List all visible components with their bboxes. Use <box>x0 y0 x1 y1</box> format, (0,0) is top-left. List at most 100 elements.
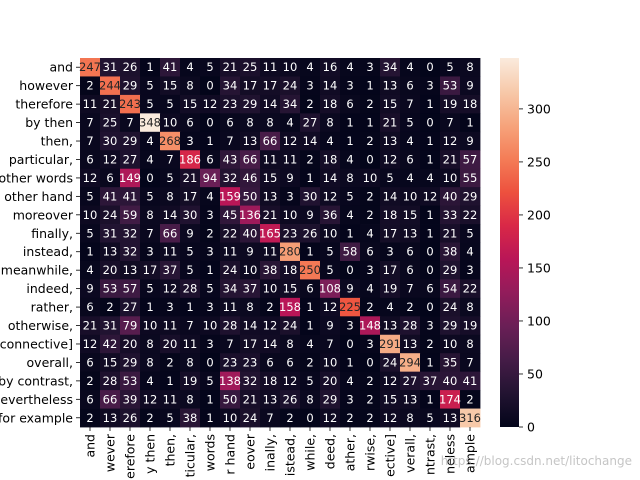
heatmap-cell <box>420 408 441 428</box>
heatmap-cell <box>400 205 421 225</box>
heatmap-cell <box>380 390 401 409</box>
heatmap-cell <box>160 150 181 170</box>
heatmap-cell <box>360 334 381 354</box>
cell-value-label: 17 <box>183 189 198 203</box>
heatmap-cell <box>300 297 321 317</box>
heatmap-cell <box>100 205 121 225</box>
cell-value-label: 8 <box>466 300 473 314</box>
heatmap-cell <box>200 334 221 354</box>
heatmap-cell <box>260 297 281 317</box>
heatmap-cell <box>280 224 301 243</box>
heatmap-cell <box>240 168 261 188</box>
cell-value-label: 0 <box>346 337 353 351</box>
heatmap-cell <box>180 94 201 114</box>
cell-value-label: 0 <box>206 116 213 130</box>
cell-value-label: 36 <box>323 208 338 222</box>
cell-value-label: 12 <box>283 374 298 388</box>
heatmap-cell <box>140 131 161 151</box>
cell-value-label: 1 <box>426 355 433 369</box>
cell-value-label: 30 <box>103 134 118 148</box>
heatmap-cell <box>260 353 281 373</box>
heatmap-cell <box>400 224 421 243</box>
cell-value-label: 18 <box>383 208 398 222</box>
heatmap-cell <box>380 408 401 428</box>
y-tick-label: and <box>49 60 73 75</box>
cell-value-label: 5 <box>426 411 433 425</box>
heatmap-cell <box>120 224 141 243</box>
cell-value-label: 20 <box>323 374 338 388</box>
cell-value-label: 0 <box>346 263 353 277</box>
y-tick-label: other words <box>0 170 73 185</box>
heatmap-cell <box>120 260 141 280</box>
heatmap-cell <box>300 58 321 77</box>
cell-value-label: 7 <box>86 134 93 148</box>
cell-value-label: 316 <box>459 411 481 425</box>
cell-value-label: 2 <box>146 411 153 425</box>
heatmap-cell <box>360 408 381 428</box>
heatmap-cell <box>240 297 261 317</box>
cell-value-label: 148 <box>359 319 381 333</box>
cell-value-label: 5 <box>206 374 213 388</box>
cell-value-label: 30 <box>303 189 318 203</box>
heatmap-cell <box>380 260 401 280</box>
cell-value-label: 3 <box>366 263 373 277</box>
cell-value-label: 38 <box>263 263 278 277</box>
heatmap-cell <box>180 260 201 280</box>
cell-value-label: 10 <box>243 263 258 277</box>
cell-value-label: 9 <box>286 171 293 185</box>
heatmap-cell <box>100 408 121 428</box>
x-tick-label: y then <box>143 434 158 474</box>
heatmap-cell <box>340 316 361 336</box>
heatmap-cell <box>120 371 141 391</box>
heatmap-cell <box>280 168 301 188</box>
heatmap-cell <box>120 353 141 373</box>
heatmap-cell <box>380 242 401 262</box>
cell-value-label: 0 <box>426 263 433 277</box>
cell-value-label: 3 <box>346 79 353 93</box>
heatmap-cell <box>300 260 321 280</box>
cell-value-label: 13 <box>383 79 398 93</box>
heatmap-cell <box>80 334 101 354</box>
heatmap-cell <box>180 150 201 170</box>
heatmap-cell <box>360 94 381 114</box>
cell-value-label: 10 <box>283 60 298 74</box>
heatmap-cell <box>240 371 261 391</box>
cell-value-label: 29 <box>243 97 258 111</box>
heatmap-cell <box>360 353 381 373</box>
heatmap-cell <box>420 371 441 391</box>
cell-value-label: 13 <box>383 134 398 148</box>
cell-value-label: 12 <box>443 134 458 148</box>
cell-value-label: 4 <box>306 337 313 351</box>
cell-value-label: 1 <box>86 245 93 259</box>
y-tick-label: by contrast, <box>0 373 73 388</box>
cell-value-label: 1 <box>426 152 433 166</box>
heatmap-cell <box>380 297 401 317</box>
heatmap-cell <box>440 131 461 151</box>
heatmap-cell <box>100 150 121 170</box>
heatmap-cell <box>160 353 181 373</box>
heatmap-cell <box>140 168 161 188</box>
cell-value-label: 5 <box>146 79 153 93</box>
cell-value-label: 21 <box>243 392 258 406</box>
heatmap-cell <box>380 168 401 188</box>
cell-value-label: 8 <box>166 189 173 203</box>
heatmap-cell <box>460 58 481 77</box>
heatmap-cell <box>240 408 261 428</box>
heatmap-cell <box>300 94 321 114</box>
cell-value-label: 5 <box>386 171 393 185</box>
heatmap-cell <box>260 187 281 206</box>
heatmap-cell <box>340 353 361 373</box>
cell-value-label: 25 <box>103 116 118 130</box>
cell-value-label: 28 <box>183 282 198 296</box>
cell-value-label: 6 <box>86 152 93 166</box>
cell-value-label: 1 <box>426 134 433 148</box>
heatmap-cell <box>120 390 141 409</box>
cell-value-label: 17 <box>263 79 278 93</box>
cell-value-label: 33 <box>443 208 458 222</box>
cell-value-label: 14 <box>163 208 178 222</box>
heatmap-cell <box>200 58 221 77</box>
cell-value-label: 0 <box>426 245 433 259</box>
heatmap-cell <box>320 297 341 317</box>
heatmap-cell <box>360 76 381 96</box>
cell-value-label: 10 <box>443 171 458 185</box>
